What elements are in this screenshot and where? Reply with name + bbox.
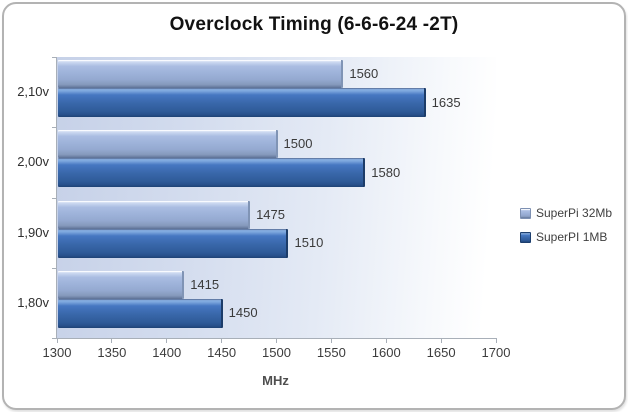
bar-value-label: 1500 <box>283 136 313 152</box>
bar-value-label: 1510 <box>294 235 324 250</box>
x-axis-tick <box>166 338 168 343</box>
x-axis-tick-label: 1500 <box>262 345 291 360</box>
x-axis-tick <box>276 338 277 343</box>
x-axis-tick-label: 1550 <box>316 345 346 360</box>
x-axis-tick-label: 1300 <box>42 345 72 360</box>
x-axis-tick-label: 1650 <box>426 345 456 360</box>
x-axis-tick <box>56 338 58 343</box>
bar-value-label: 1475 <box>256 206 285 222</box>
bar-superpi-32mb <box>58 270 185 299</box>
bar-value-label: 1415 <box>190 276 220 292</box>
legend-item-superpi-32mb: SuperPi 32Mb <box>520 206 612 220</box>
x-axis-tick-label: 1700 <box>481 345 511 360</box>
y-axis-category-label: 2,00v <box>17 154 49 170</box>
x-axis-tick <box>495 338 497 343</box>
x-axis-tick <box>221 338 223 343</box>
chart-title: Overclock Timing (6-6-6-24 -2T) <box>169 14 459 35</box>
y-axis-tick <box>52 338 57 339</box>
y-axis-category-label: 2,10v <box>17 84 49 100</box>
x-axis-tick-label: 1400 <box>152 345 182 360</box>
y-axis-category-label: 1,80v <box>17 294 49 310</box>
bar-superpi-32mb <box>58 200 251 229</box>
legend-label-superpi-1mb: SuperPI 1MB <box>536 230 608 244</box>
x-axis-title: MHz <box>262 373 289 388</box>
y-axis-tick <box>52 268 57 269</box>
legend: SuperPi 32Mb SuperPI 1MB <box>520 206 612 254</box>
bar-superpi-1mb <box>58 88 426 117</box>
y-axis-tick <box>52 127 57 128</box>
bar-superpi-1mb <box>58 298 223 328</box>
x-axis-tick-label: 1350 <box>97 345 127 360</box>
x-axis-tick-label: 1450 <box>207 345 237 360</box>
plot-area: 2,10v 1560 1635 2,00v 1500 1580 1,90v 1475 1510 1… <box>17 57 510 360</box>
legend-label-superpi-32mb: SuperPi 32Mb <box>536 206 613 220</box>
legend-item-superpi-1mb: SuperPI 1MB <box>520 230 612 244</box>
x-axis-tick <box>111 338 113 343</box>
bar-superpi-32mb <box>58 60 344 88</box>
x-axis-tick <box>385 338 387 343</box>
legend-marker-superpi-1mb <box>520 231 531 243</box>
bar-value-label: 1450 <box>228 305 258 321</box>
y-axis-category-label: 1,90v <box>17 224 49 240</box>
bar-value-label: 1580 <box>371 164 401 180</box>
y-axis-tick <box>52 198 57 199</box>
bar-superpi-1mb <box>58 158 366 188</box>
bar-value-label: 1635 <box>431 94 461 110</box>
legend-marker-superpi-32mb <box>520 207 531 219</box>
x-axis-tick-label: 1600 <box>371 345 401 360</box>
bar-superpi-32mb <box>58 130 278 159</box>
x-axis-tick <box>330 338 332 343</box>
bar-superpi-1mb <box>58 228 289 258</box>
y-axis-tick <box>52 57 57 58</box>
x-axis-tick <box>440 338 442 343</box>
bar-value-label: 1560 <box>349 66 379 81</box>
